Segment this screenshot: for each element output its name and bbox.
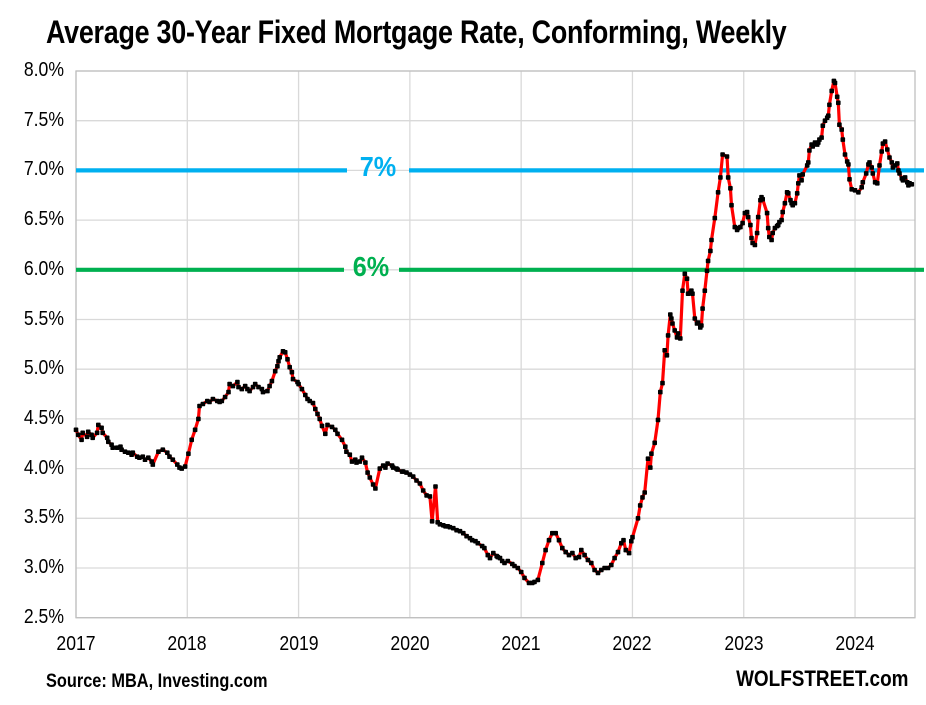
y-tick-label: 6.0% xyxy=(23,257,64,280)
y-tick-label: 7.5% xyxy=(23,108,64,131)
source-note: Source: MBA, Investing.com xyxy=(46,671,268,692)
y-tick-label: 6.5% xyxy=(23,208,64,231)
gridlines xyxy=(75,70,915,619)
ref-line-7pct-label: 7% xyxy=(359,151,397,183)
chart-title: Average 30-Year Fixed Mortgage Rate, Con… xyxy=(46,14,787,50)
plot-frame xyxy=(75,70,916,619)
mortgage-rate-markers xyxy=(73,78,915,586)
x-tick-label: 2023 xyxy=(724,633,764,655)
wolfstreet-branding: WOLFSTREET.com xyxy=(735,666,908,691)
y-tick-label: 4.0% xyxy=(23,456,64,479)
ref-line-6pct-label: 6% xyxy=(352,250,390,282)
x-tick-label: 2022 xyxy=(612,633,653,655)
y-tick-label: 2.5% xyxy=(23,605,64,628)
y-tick-label: 3.0% xyxy=(23,556,64,578)
x-tick-label: 2024 xyxy=(835,633,875,655)
y-tick-label: 7.0% xyxy=(23,158,64,181)
y-tick-label: 8.0% xyxy=(23,59,64,81)
y-tick-label: 5.5% xyxy=(23,307,64,330)
x-tick-label: 2020 xyxy=(390,633,430,655)
y-tick-label: 4.5% xyxy=(23,406,64,429)
x-tick-label: 2017 xyxy=(56,633,96,655)
y-tick-label: 5.0% xyxy=(23,357,64,380)
x-tick-label: 2019 xyxy=(278,633,319,655)
x-tick-label: 2021 xyxy=(501,633,541,655)
x-tick-label: 2018 xyxy=(167,633,207,655)
y-tick-label: 3.5% xyxy=(23,506,64,529)
mortgage-rate-line xyxy=(74,79,914,585)
